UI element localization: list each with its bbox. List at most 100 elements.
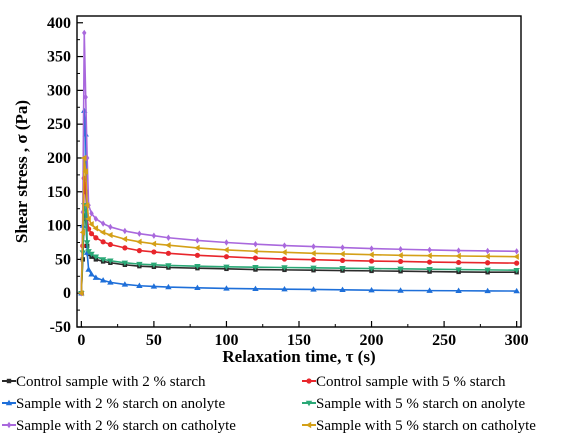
data-point xyxy=(281,265,288,271)
data-point xyxy=(311,243,316,250)
data-point xyxy=(99,257,107,263)
data-point xyxy=(368,266,375,272)
data-point xyxy=(485,260,491,266)
series-5 xyxy=(79,29,519,297)
data-point xyxy=(136,282,143,288)
data-point xyxy=(223,246,229,254)
data-point xyxy=(426,252,432,259)
data-point xyxy=(252,264,259,271)
x-tick-label: 300 xyxy=(505,332,529,349)
data-point xyxy=(513,253,519,260)
data-point xyxy=(368,286,375,293)
legend-item-2: Control sample with 5 % starch xyxy=(302,374,506,390)
data-point xyxy=(165,241,171,249)
series-line xyxy=(80,157,517,294)
data-point xyxy=(88,231,95,237)
data-point xyxy=(78,289,84,297)
legend-item-4: Sample with 5 % starch on anolyte xyxy=(302,396,525,412)
data-point xyxy=(252,248,258,255)
legend-label: Sample with 5 % starch on catholyte xyxy=(316,418,536,434)
data-point xyxy=(121,260,129,266)
data-point xyxy=(513,268,520,274)
data-point xyxy=(122,245,128,251)
data-point xyxy=(151,249,157,255)
data-point xyxy=(427,246,432,254)
data-point xyxy=(92,225,99,232)
data-point xyxy=(79,229,86,236)
data-point xyxy=(122,227,128,235)
data-point xyxy=(83,240,91,246)
legend-label: Sample with 2 % starch on catholyte xyxy=(16,418,236,434)
data-point xyxy=(5,399,13,406)
data-point xyxy=(223,264,230,271)
data-point xyxy=(194,263,201,270)
series-2 xyxy=(78,175,520,296)
series-line xyxy=(80,178,517,294)
data-point xyxy=(136,261,143,268)
y-tick-label: 400 xyxy=(47,15,71,32)
data-point xyxy=(252,255,259,261)
data-point xyxy=(368,251,374,258)
data-point xyxy=(281,249,287,256)
axes-layer: 0 50 100 150 200 250 300 -50 0 50 100 150 200 250 300 3… xyxy=(12,15,529,366)
data-point xyxy=(456,247,461,254)
series-3 xyxy=(78,107,520,296)
y-tick-label: -50 xyxy=(50,319,71,336)
legend-label: Sample with 2 % starch on anolyte xyxy=(16,396,225,412)
data-point xyxy=(514,260,520,266)
y-tick-label: 0 xyxy=(63,285,71,302)
data-point xyxy=(339,286,346,293)
data-point xyxy=(82,168,88,175)
data-point xyxy=(282,242,287,249)
data-point xyxy=(6,421,12,429)
data-point xyxy=(82,29,87,37)
x-tick-label: 250 xyxy=(432,332,456,349)
data-point xyxy=(88,271,95,277)
data-point xyxy=(150,240,157,248)
data-point xyxy=(426,266,433,273)
data-point xyxy=(165,283,172,290)
x-tick-label: 150 xyxy=(287,332,311,349)
x-tick-label: 50 xyxy=(146,332,162,349)
data-point xyxy=(513,287,520,294)
data-point xyxy=(397,252,403,259)
data-point xyxy=(99,277,107,283)
y-tick-label: 350 xyxy=(47,49,71,66)
data-point xyxy=(92,254,100,260)
data-point xyxy=(281,285,288,292)
legend-label: Control sample with 5 % starch xyxy=(316,374,506,390)
data-point xyxy=(455,287,462,293)
data-point xyxy=(88,251,95,258)
data-point xyxy=(224,239,229,246)
data-point xyxy=(339,265,346,272)
data-point xyxy=(485,247,490,255)
data-point xyxy=(455,252,461,260)
series-line xyxy=(80,205,517,294)
legend-item-6: Sample with 5 % starch on catholyte xyxy=(302,418,536,434)
data-point xyxy=(85,266,92,272)
data-point xyxy=(194,252,201,258)
data-point xyxy=(306,378,312,384)
data-point xyxy=(484,253,490,260)
data-point xyxy=(83,93,88,101)
data-point xyxy=(195,237,200,244)
plot-frame xyxy=(76,15,522,328)
data-point xyxy=(85,215,91,223)
data-point xyxy=(165,250,172,256)
data-point xyxy=(484,267,491,274)
data-point xyxy=(310,265,317,272)
x-tick-label: 100 xyxy=(214,332,238,349)
data-point xyxy=(397,258,404,265)
data-point xyxy=(455,267,462,273)
data-point xyxy=(121,235,128,243)
data-point xyxy=(305,400,313,407)
data-point xyxy=(81,154,87,162)
series-line xyxy=(80,110,517,294)
data-point xyxy=(150,262,158,268)
series-layer xyxy=(78,29,520,297)
y-tick-label: 250 xyxy=(47,116,71,133)
data-point xyxy=(88,221,94,228)
data-point xyxy=(85,249,92,255)
